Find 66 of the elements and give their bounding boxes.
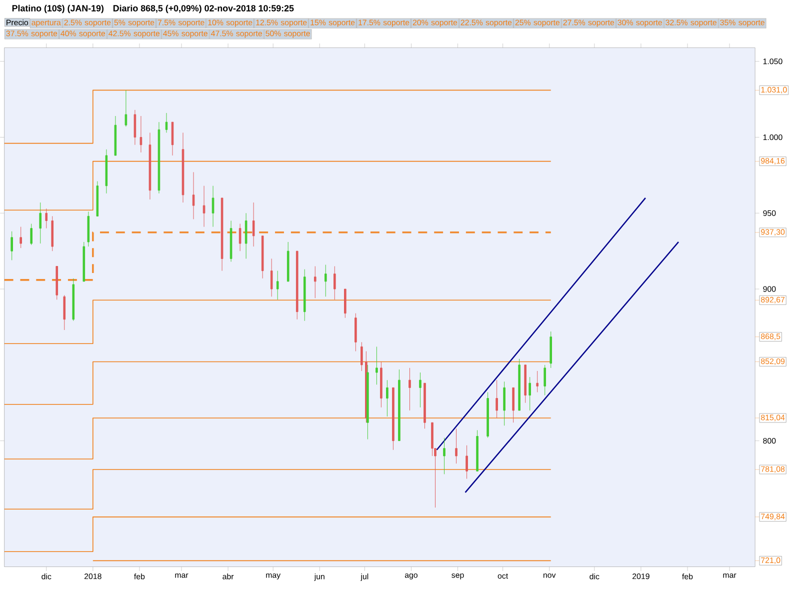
candlestick <box>30 224 33 246</box>
candlestick <box>134 110 136 146</box>
candlestick <box>476 430 478 472</box>
candlestick <box>354 313 357 352</box>
candlestick <box>344 288 346 318</box>
candlestick <box>252 202 255 247</box>
candlestick <box>486 392 489 438</box>
candlestick <box>20 226 22 248</box>
candlestick <box>220 198 224 272</box>
candlestick <box>82 242 86 282</box>
candlestick <box>171 122 174 156</box>
candlestick <box>51 216 54 252</box>
candlestick <box>230 220 232 262</box>
candlestick <box>56 266 58 300</box>
candlestick <box>334 266 336 300</box>
candlestick <box>140 116 142 153</box>
candlestick <box>45 208 48 229</box>
candlestick <box>544 364 546 396</box>
candlestick <box>466 445 468 480</box>
candlestick <box>360 342 363 372</box>
candlestick <box>212 186 214 228</box>
candlestick <box>202 186 206 228</box>
candlestick <box>10 231 13 261</box>
candlestick <box>503 382 506 426</box>
candlestick <box>376 346 378 386</box>
candlestick <box>72 278 75 322</box>
candlestick <box>114 116 117 156</box>
candlestick <box>303 269 306 322</box>
candlestick <box>419 372 422 408</box>
candlestick <box>124 90 128 128</box>
candlestick <box>296 251 298 320</box>
candlestick <box>63 295 66 330</box>
candlestick <box>528 377 531 411</box>
candlestick <box>192 172 195 220</box>
candlestick <box>270 258 273 298</box>
candlestick <box>366 364 369 440</box>
candlestick <box>424 383 426 430</box>
candlestick <box>261 236 264 279</box>
candlestick <box>496 380 498 418</box>
candlestick <box>276 270 279 300</box>
candlestick <box>536 370 538 393</box>
candlestick <box>286 242 290 282</box>
candlestick <box>148 132 152 200</box>
candlestick <box>165 112 168 134</box>
candlestick <box>455 428 458 464</box>
candlestick <box>408 368 411 411</box>
candlestick <box>39 202 42 244</box>
candlestick <box>105 149 108 194</box>
candlestick <box>314 266 316 299</box>
chart-subtitle: Diario 868,5 (+0,09%) 02-nov-2018 10:59:25 <box>113 5 294 14</box>
candlestick <box>324 264 327 298</box>
candlestick <box>550 331 552 368</box>
candlestick <box>238 224 242 252</box>
candlestick <box>380 362 382 408</box>
candlestick <box>386 380 388 417</box>
candlestick <box>392 388 394 450</box>
chart-title: Platino (10$) (JAN-19) <box>12 4 104 14</box>
candlestick <box>87 212 90 247</box>
candlestick <box>398 369 400 442</box>
candlestick <box>512 388 514 424</box>
candlestick <box>518 358 520 411</box>
candlestick <box>96 181 99 217</box>
candlestick <box>244 213 248 260</box>
candlestick <box>524 364 526 404</box>
candlestick <box>443 438 446 475</box>
candlestick <box>182 132 184 203</box>
